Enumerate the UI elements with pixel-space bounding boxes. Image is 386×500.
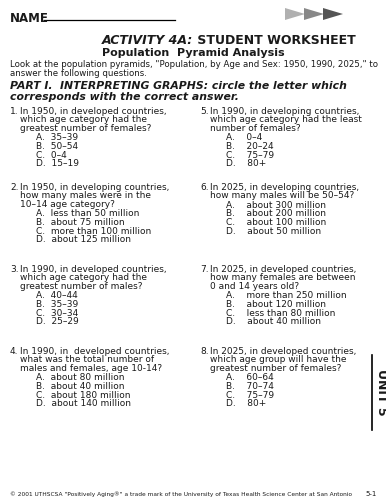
- Text: males and females, age 10-14?: males and females, age 10-14?: [20, 364, 162, 373]
- Text: D.    about 50 million: D. about 50 million: [226, 226, 321, 235]
- Text: 4.: 4.: [10, 347, 19, 356]
- Text: 1.: 1.: [10, 107, 19, 116]
- Text: D.  about 125 million: D. about 125 million: [36, 235, 131, 244]
- Text: 8.: 8.: [200, 347, 208, 356]
- Text: C.    less than 80 million: C. less than 80 million: [226, 308, 335, 318]
- Polygon shape: [285, 8, 305, 20]
- Text: A.    about 300 million: A. about 300 million: [226, 201, 326, 210]
- Text: answer the following questions.: answer the following questions.: [10, 69, 147, 78]
- Text: C.  about 180 million: C. about 180 million: [36, 390, 130, 400]
- Text: B.  35–39: B. 35–39: [36, 300, 78, 309]
- Text: C.  30–34: C. 30–34: [36, 308, 78, 318]
- Text: B.  about 40 million: B. about 40 million: [36, 382, 125, 391]
- Text: In 2025, in developing countries,: In 2025, in developing countries,: [210, 183, 359, 192]
- Text: 0 and 14 years old?: 0 and 14 years old?: [210, 282, 299, 291]
- Polygon shape: [323, 8, 343, 20]
- Text: A.    more than 250 million: A. more than 250 million: [226, 292, 347, 300]
- Text: C.  more than 100 million: C. more than 100 million: [36, 226, 151, 235]
- Text: ACTIVITY 4A:: ACTIVITY 4A:: [102, 34, 193, 47]
- Text: D.  15–19: D. 15–19: [36, 159, 79, 168]
- Text: how many females are between: how many females are between: [210, 274, 356, 282]
- Text: In 1990, in developed countries,: In 1990, in developed countries,: [20, 265, 167, 274]
- Text: B.  50–54: B. 50–54: [36, 142, 78, 151]
- Text: how many males were in the: how many males were in the: [20, 192, 151, 200]
- Text: C.  0–4: C. 0–4: [36, 150, 67, 160]
- Text: In 1950, in developing countries,: In 1950, in developing countries,: [20, 183, 169, 192]
- Text: Look at the population pyramids, "Population, by Age and Sex: 1950, 1990, 2025,": Look at the population pyramids, "Popula…: [10, 60, 378, 69]
- Text: greatest number of males?: greatest number of males?: [20, 282, 142, 291]
- Text: In 1950, in developed countries,: In 1950, in developed countries,: [20, 107, 167, 116]
- Text: greatest number of females?: greatest number of females?: [210, 364, 341, 373]
- Text: D.    about 40 million: D. about 40 million: [226, 317, 321, 326]
- Text: how many males will be 50–54?: how many males will be 50–54?: [210, 192, 354, 200]
- Text: B.    about 120 million: B. about 120 million: [226, 300, 326, 309]
- Text: STUDENT WORKSHEET: STUDENT WORKSHEET: [193, 34, 356, 47]
- Text: 5-1: 5-1: [365, 491, 376, 497]
- Text: D.  25–29: D. 25–29: [36, 317, 79, 326]
- Text: which age category had the: which age category had the: [20, 116, 147, 124]
- Text: In 2025, in developed countries,: In 2025, in developed countries,: [210, 347, 356, 356]
- Text: Population  Pyramid Analysis: Population Pyramid Analysis: [102, 48, 284, 58]
- Text: B.  about 75 million: B. about 75 million: [36, 218, 125, 227]
- Text: UNIT 5: UNIT 5: [374, 368, 386, 416]
- Text: A.  40–44: A. 40–44: [36, 292, 78, 300]
- Text: A.  35–39: A. 35–39: [36, 134, 78, 142]
- Text: number of females?: number of females?: [210, 124, 301, 133]
- Text: A.  about 80 million: A. about 80 million: [36, 374, 125, 382]
- Text: D.    80+: D. 80+: [226, 159, 266, 168]
- Text: B.    20–24: B. 20–24: [226, 142, 274, 151]
- Text: which age category had the: which age category had the: [20, 274, 147, 282]
- Text: corresponds with the correct answer.: corresponds with the correct answer.: [10, 92, 239, 102]
- Text: 7.: 7.: [200, 265, 208, 274]
- Text: greatest number of females?: greatest number of females?: [20, 124, 151, 133]
- Text: A.    0–4: A. 0–4: [226, 134, 262, 142]
- Text: 3.: 3.: [10, 265, 19, 274]
- Text: B.    about 200 million: B. about 200 million: [226, 210, 326, 218]
- Text: In 2025, in developed countries,: In 2025, in developed countries,: [210, 265, 356, 274]
- Text: D.    80+: D. 80+: [226, 399, 266, 408]
- Text: 10–14 age category?: 10–14 age category?: [20, 200, 115, 209]
- Text: A.    60–64: A. 60–64: [226, 374, 274, 382]
- Text: which age group will have the: which age group will have the: [210, 356, 347, 364]
- Text: 2.: 2.: [10, 183, 19, 192]
- Text: NAME: NAME: [10, 12, 49, 25]
- Text: C.    about 100 million: C. about 100 million: [226, 218, 326, 227]
- Text: 5.: 5.: [200, 107, 208, 116]
- Text: In 1990, in  developed countries,: In 1990, in developed countries,: [20, 347, 169, 356]
- Text: which age category had the least: which age category had the least: [210, 116, 362, 124]
- Text: A.  less than 50 million: A. less than 50 million: [36, 210, 139, 218]
- Text: In 1990, in developing countries,: In 1990, in developing countries,: [210, 107, 359, 116]
- Text: 6.: 6.: [200, 183, 208, 192]
- Text: what was the total number of: what was the total number of: [20, 356, 154, 364]
- Text: C.    75–79: C. 75–79: [226, 390, 274, 400]
- Text: PART I.  INTERPRETING GRAPHS: circle the letter which: PART I. INTERPRETING GRAPHS: circle the …: [10, 81, 347, 91]
- Polygon shape: [304, 8, 324, 20]
- Text: © 2001 UTHSCSA "Positively Aging®" a trade mark of the University of Texas Healt: © 2001 UTHSCSA "Positively Aging®" a tra…: [10, 491, 352, 496]
- Text: B.    70–74: B. 70–74: [226, 382, 274, 391]
- Text: D.  about 140 million: D. about 140 million: [36, 399, 131, 408]
- Text: C.    75–79: C. 75–79: [226, 150, 274, 160]
